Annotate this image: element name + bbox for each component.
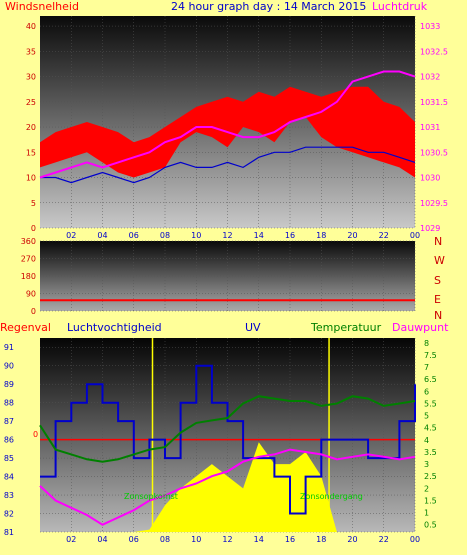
header-dauwpunt: Dauwpunt: [392, 321, 449, 334]
x-tick-label: 12: [222, 535, 232, 544]
x-tick-label: 14: [254, 535, 264, 544]
x-tick-label: 02: [66, 231, 76, 240]
y-tick-left: 20: [26, 123, 36, 132]
y-tick-right: 1033: [420, 22, 440, 31]
y-tick-right: 1031: [420, 123, 440, 132]
humidity-line: [40, 364, 416, 515]
y-tick-temperature: 1.5: [424, 496, 437, 505]
y-tick-direction: 270: [21, 255, 36, 264]
y-tick-left: 25: [26, 98, 36, 107]
x-tick-label: 02: [66, 535, 76, 544]
y-tick-direction: 0: [31, 307, 36, 316]
x-tick-label: 18: [316, 231, 326, 240]
temperature-line: [39, 395, 416, 463]
y-tick-right: 1030.5: [420, 148, 448, 157]
x-tick-label: 08: [160, 231, 170, 240]
y-tick-temperature: 3: [424, 460, 429, 469]
x-tick-label: 16: [285, 231, 295, 240]
compass-label: S: [434, 274, 441, 287]
y-tick-humidity: 81: [4, 528, 14, 537]
x-tick-label: 04: [97, 231, 107, 240]
header-luchtvochtigheid: Luchtvochtigheid: [67, 321, 162, 334]
sunrise-label: Zonsopkomst: [124, 492, 178, 501]
y-tick-temperature: 2: [424, 484, 429, 493]
y-tick-temperature: 7: [424, 363, 429, 372]
y-tick-temperature: 7.5: [424, 351, 437, 360]
x-tick-label: 06: [129, 231, 139, 240]
header-temperatuur: Temperatuur: [310, 321, 382, 334]
wind-speed-line: [40, 146, 416, 184]
y-tick-humidity: 87: [4, 417, 14, 426]
y-tick-humidity: 90: [4, 362, 14, 371]
y-tick-temperature: 6: [424, 387, 429, 396]
uv-area: [40, 442, 415, 532]
x-tick-label: 14: [254, 231, 264, 240]
y-tick-temperature: 5: [424, 412, 429, 421]
left-axis-title: Windsnelheid: [5, 0, 79, 13]
y-tick-temperature: 4: [424, 436, 429, 445]
x-tick-label: 08: [160, 535, 170, 544]
y-tick-direction: 90: [26, 290, 36, 299]
y-tick-humidity: 83: [4, 491, 14, 500]
x-tick-label: 18: [316, 535, 326, 544]
sunset-label: Zonsondergang: [300, 492, 363, 501]
x-tick-label: 10: [191, 535, 201, 544]
x-tick-label: 00: [410, 231, 420, 240]
x-tick-label: 10: [191, 231, 201, 240]
y-tick-direction: 180: [21, 272, 36, 281]
y-tick-humidity: 91: [4, 343, 14, 352]
y-tick-left: 0: [31, 224, 36, 233]
x-tick-label: 04: [97, 535, 107, 544]
x-tick-label: 12: [222, 231, 232, 240]
y-tick-left: 35: [26, 47, 36, 56]
x-tick-label: 22: [379, 535, 389, 544]
x-tick-label: 20: [347, 231, 357, 240]
y-tick-right: 1032: [420, 73, 440, 82]
y-tick-left: 40: [26, 22, 36, 31]
chart-title: 24 hour graph day : 14 March 2015: [171, 0, 366, 13]
y-tick-right: 1029.5: [420, 199, 448, 208]
dewpoint-line: [39, 448, 416, 526]
y-tick-humidity: 85: [4, 454, 14, 463]
y-tick-direction: 360: [21, 237, 36, 246]
y-tick-left: 30: [26, 73, 36, 82]
y-tick-humidity: 86: [4, 436, 14, 445]
x-tick-label: 16: [285, 535, 295, 544]
header-regenval: Regenval: [0, 321, 51, 334]
y-tick-right: 1031.5: [420, 98, 448, 107]
y-tick-left: 5: [31, 199, 36, 208]
y-tick-temperature: 1: [424, 509, 429, 518]
y-tick-left: 10: [26, 174, 36, 183]
y-tick-temperature: 4.5: [424, 424, 437, 433]
y-tick-temperature: 5.5: [424, 399, 437, 408]
y-tick-humidity: 89: [4, 380, 14, 389]
x-tick-label: 06: [129, 535, 139, 544]
compass-label: N: [434, 309, 442, 322]
y-tick-temperature: 2.5: [424, 472, 437, 481]
x-tick-label: 22: [379, 231, 389, 240]
rain-axis-zero: 0: [33, 430, 38, 439]
y-tick-temperature: 3.5: [424, 448, 437, 457]
compass-label: N: [434, 235, 442, 248]
y-tick-temperature: 0.5: [424, 521, 437, 530]
compass-label: W: [434, 254, 445, 267]
x-tick-label: 20: [347, 535, 357, 544]
y-tick-right: 1030: [420, 174, 440, 183]
compass-label: E: [434, 293, 441, 306]
y-tick-left: 15: [26, 148, 36, 157]
pressure-line: [39, 70, 416, 179]
y-tick-right: 1029: [420, 224, 440, 233]
y-tick-humidity: 88: [4, 399, 14, 408]
y-tick-temperature: 6.5: [424, 375, 437, 384]
right-axis-title: Luchtdruk: [372, 0, 428, 13]
y-tick-right: 1032.5: [420, 47, 448, 56]
header-uv: UV: [245, 321, 261, 334]
y-tick-humidity: 84: [4, 473, 14, 482]
y-tick-temperature: 8: [424, 339, 429, 348]
x-tick-label: 00: [410, 535, 420, 544]
y-tick-humidity: 82: [4, 510, 14, 519]
